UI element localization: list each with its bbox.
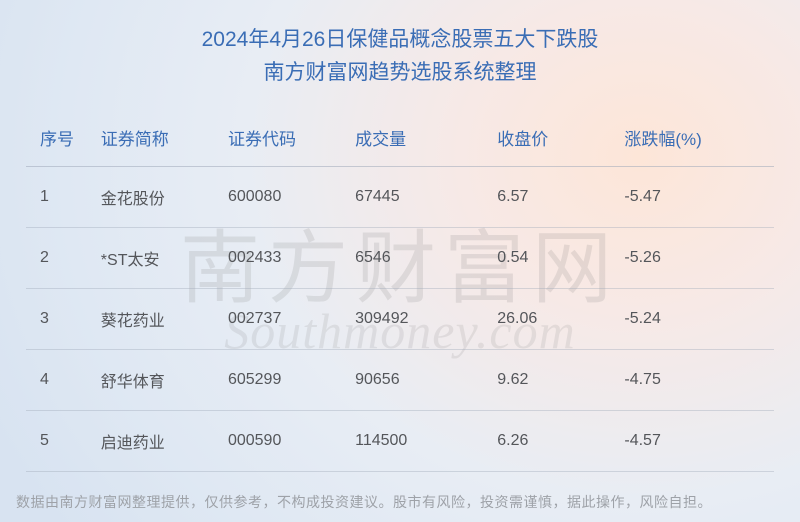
cell-vol: 67445 bbox=[355, 167, 497, 228]
footnote: 数据由南方财富网整理提供，仅供参考，不构成投资建议。股市有风险，投资需谨慎，据此… bbox=[0, 492, 800, 512]
cell-name: 金花股份 bbox=[101, 167, 228, 228]
col-header-close: 收盘价 bbox=[497, 109, 624, 167]
cell-vol: 309492 bbox=[355, 289, 497, 350]
stock-table: 序号 证券简称 证券代码 成交量 收盘价 涨跌幅(%) 1 金花股份 60008… bbox=[26, 109, 774, 472]
cell-code: 000590 bbox=[228, 411, 355, 472]
col-header-name: 证券简称 bbox=[101, 109, 228, 167]
content-wrapper: 2024年4月26日保健品概念股票五大下跌股 南方财富网趋势选股系统整理 序号 … bbox=[0, 0, 800, 472]
cell-name: 启迪药业 bbox=[101, 411, 228, 472]
cell-close: 9.62 bbox=[497, 350, 624, 411]
cell-pct: -5.24 bbox=[624, 289, 774, 350]
cell-vol: 90656 bbox=[355, 350, 497, 411]
cell-pct: -4.75 bbox=[624, 350, 774, 411]
cell-code: 002433 bbox=[228, 228, 355, 289]
col-header-vol: 成交量 bbox=[355, 109, 497, 167]
col-header-code: 证券代码 bbox=[228, 109, 355, 167]
cell-close: 6.26 bbox=[497, 411, 624, 472]
cell-idx: 5 bbox=[26, 411, 101, 472]
table-row: 2 *ST太安 002433 6546 0.54 -5.26 bbox=[26, 228, 774, 289]
table-header-row: 序号 证券简称 证券代码 成交量 收盘价 涨跌幅(%) bbox=[26, 109, 774, 167]
title-block: 2024年4月26日保健品概念股票五大下跌股 南方财富网趋势选股系统整理 bbox=[26, 24, 774, 89]
cell-idx: 3 bbox=[26, 289, 101, 350]
cell-close: 26.06 bbox=[497, 289, 624, 350]
cell-pct: -5.47 bbox=[624, 167, 774, 228]
cell-idx: 2 bbox=[26, 228, 101, 289]
col-header-pct: 涨跌幅(%) bbox=[624, 109, 774, 167]
cell-name: *ST太安 bbox=[101, 228, 228, 289]
cell-close: 0.54 bbox=[497, 228, 624, 289]
col-header-idx: 序号 bbox=[26, 109, 101, 167]
table-row: 5 启迪药业 000590 114500 6.26 -4.57 bbox=[26, 411, 774, 472]
cell-close: 6.57 bbox=[497, 167, 624, 228]
cell-vol: 114500 bbox=[355, 411, 497, 472]
cell-idx: 1 bbox=[26, 167, 101, 228]
table-row: 4 舒华体育 605299 90656 9.62 -4.75 bbox=[26, 350, 774, 411]
cell-code: 002737 bbox=[228, 289, 355, 350]
cell-code: 605299 bbox=[228, 350, 355, 411]
cell-idx: 4 bbox=[26, 350, 101, 411]
cell-vol: 6546 bbox=[355, 228, 497, 289]
table-row: 1 金花股份 600080 67445 6.57 -5.47 bbox=[26, 167, 774, 228]
cell-pct: -4.57 bbox=[624, 411, 774, 472]
cell-code: 600080 bbox=[228, 167, 355, 228]
title-line1: 2024年4月26日保健品概念股票五大下跌股 bbox=[26, 24, 774, 57]
cell-name: 舒华体育 bbox=[101, 350, 228, 411]
title-line2: 南方财富网趋势选股系统整理 bbox=[26, 57, 774, 90]
table-row: 3 葵花药业 002737 309492 26.06 -5.24 bbox=[26, 289, 774, 350]
cell-name: 葵花药业 bbox=[101, 289, 228, 350]
cell-pct: -5.26 bbox=[624, 228, 774, 289]
